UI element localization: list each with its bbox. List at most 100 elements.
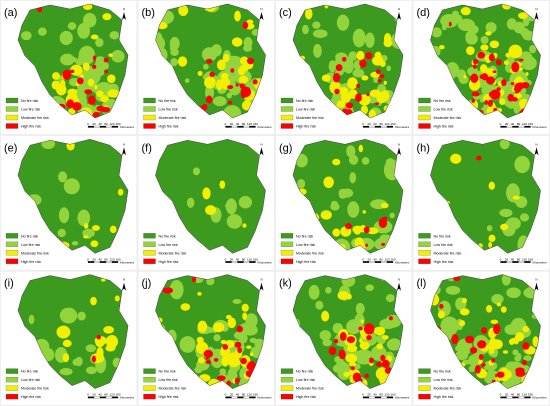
scale-tick: 20 bbox=[230, 122, 234, 126]
map-panel: (i) N No fire risk Low fire risk Moderate fi… bbox=[0, 270, 138, 406]
scale-tick: 0 bbox=[87, 257, 89, 261]
risk-zone bbox=[378, 217, 388, 228]
legend-swatch bbox=[143, 368, 156, 374]
panel-label: (a) bbox=[4, 7, 17, 19]
risk-zone bbox=[525, 72, 529, 76]
legend-swatch bbox=[418, 233, 431, 239]
scale-tick: 80 bbox=[517, 257, 521, 261]
risk-zone bbox=[91, 355, 97, 363]
scale-segment bbox=[237, 396, 244, 399]
risk-zone bbox=[363, 323, 375, 335]
scale-tick: 120 bbox=[247, 122, 252, 126]
legend-swatch bbox=[280, 368, 294, 374]
risk-zone bbox=[302, 24, 309, 35]
risk-zone bbox=[448, 21, 452, 27]
scale-segment bbox=[500, 125, 507, 128]
risk-zone bbox=[315, 300, 324, 310]
legend-label: Moderate fire risk bbox=[21, 116, 49, 120]
legend-swatch bbox=[280, 123, 294, 129]
risk-zone bbox=[358, 144, 364, 153]
risk-zone bbox=[520, 82, 530, 89]
map-panel: (f) N No fire risk Low fire risk Moderate fi… bbox=[137, 135, 275, 271]
scale-segment bbox=[524, 261, 531, 263]
legend-label: Moderate fire risk bbox=[21, 251, 49, 255]
risk-zone bbox=[220, 339, 227, 345]
risk-zone bbox=[358, 326, 363, 331]
risk-zone bbox=[107, 89, 120, 98]
risk-zone bbox=[249, 337, 257, 344]
scale-tick: 40 bbox=[98, 257, 102, 261]
legend-swatch bbox=[5, 385, 19, 391]
risk-zone bbox=[377, 78, 382, 83]
risk-zone bbox=[202, 187, 211, 200]
legend-swatch bbox=[143, 123, 156, 129]
risk-zone bbox=[520, 56, 537, 71]
risk-zone bbox=[213, 334, 221, 342]
risk-zone bbox=[90, 240, 99, 248]
risk-zone bbox=[511, 61, 520, 73]
scale-segment bbox=[506, 261, 513, 263]
scale-tick: 40 bbox=[373, 122, 377, 126]
risk-zone bbox=[243, 324, 258, 336]
scale-tick: 80 bbox=[104, 122, 108, 126]
scale-tick: 160 bbox=[528, 393, 533, 397]
scale-tick: 80 bbox=[242, 257, 246, 261]
risk-zone bbox=[383, 32, 392, 46]
risk-zone bbox=[361, 157, 370, 165]
legend-swatch bbox=[280, 106, 294, 112]
risk-zone bbox=[352, 68, 365, 78]
scale-segment bbox=[87, 261, 95, 263]
region-outline bbox=[155, 139, 266, 254]
risk-zone bbox=[494, 377, 502, 382]
risk-zone bbox=[91, 225, 100, 231]
risk-zone bbox=[108, 53, 113, 57]
scale-segment bbox=[237, 261, 244, 263]
risk-zone bbox=[454, 14, 463, 23]
risk-zone bbox=[246, 363, 254, 370]
legend-label: No fire risk bbox=[21, 370, 38, 374]
north-label: N bbox=[398, 142, 400, 146]
risk-zone bbox=[62, 339, 72, 348]
risk-zone bbox=[380, 202, 389, 209]
scale-tick: 80 bbox=[242, 122, 246, 126]
region-outline bbox=[292, 3, 404, 119]
risk-zone bbox=[240, 357, 247, 365]
risk-zone bbox=[109, 31, 120, 40]
risk-zone bbox=[225, 198, 237, 215]
legend-swatch bbox=[280, 97, 294, 104]
risk-zone bbox=[57, 228, 66, 238]
risk-zone bbox=[453, 276, 461, 282]
risk-zone bbox=[336, 14, 350, 31]
risk-zone bbox=[480, 64, 488, 74]
scale-tick: 160 bbox=[115, 122, 120, 126]
north-arrow bbox=[259, 12, 264, 20]
risk-zone bbox=[467, 24, 479, 35]
risk-zone bbox=[222, 53, 230, 63]
risk-zone bbox=[502, 350, 509, 354]
scale-segment bbox=[111, 396, 119, 399]
panel-label: (e) bbox=[4, 142, 17, 154]
risk-zone bbox=[233, 331, 245, 340]
risk-zone bbox=[238, 75, 249, 84]
risk-zone bbox=[192, 167, 200, 176]
risk-zone bbox=[235, 83, 239, 87]
risk-zone bbox=[474, 365, 481, 374]
scale-segment bbox=[87, 396, 95, 399]
risk-zone bbox=[337, 291, 349, 300]
legend-swatch bbox=[418, 123, 431, 129]
risk-zone bbox=[246, 57, 255, 65]
risk-zone bbox=[501, 79, 507, 87]
legend-label: Moderate fire risk bbox=[159, 251, 187, 255]
risk-zone bbox=[104, 69, 109, 74]
legend-label: No fire risk bbox=[159, 370, 176, 374]
legend-swatch bbox=[5, 123, 19, 129]
scale-unit: Kilometers bbox=[533, 396, 548, 400]
legend-label: Moderate fire risk bbox=[296, 387, 324, 391]
risk-zone bbox=[366, 335, 372, 341]
risk-zone bbox=[191, 276, 197, 283]
scale-segment bbox=[386, 396, 394, 399]
risk-zone bbox=[323, 176, 334, 189]
risk-zone bbox=[463, 74, 467, 79]
legend-label: No fire risk bbox=[434, 234, 451, 238]
